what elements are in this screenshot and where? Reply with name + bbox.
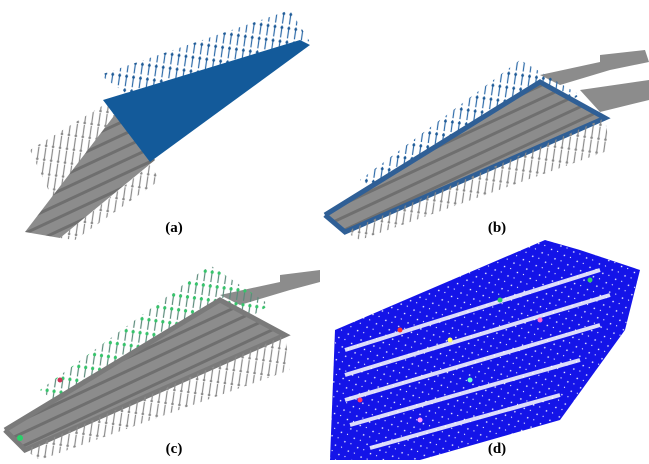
marker <box>58 378 63 383</box>
panel-label: (b) <box>488 220 506 236</box>
panel-label: (a) <box>165 220 183 236</box>
arm <box>540 50 649 85</box>
panel-label: (d) <box>488 441 506 457</box>
panel-label: (c) <box>166 441 183 457</box>
figure: (a) (b) (c) <box>0 0 649 464</box>
panel-d <box>330 240 640 460</box>
marker <box>17 435 23 441</box>
panel-b <box>325 50 649 240</box>
panel-c <box>5 265 320 460</box>
panel-a <box>25 10 310 240</box>
